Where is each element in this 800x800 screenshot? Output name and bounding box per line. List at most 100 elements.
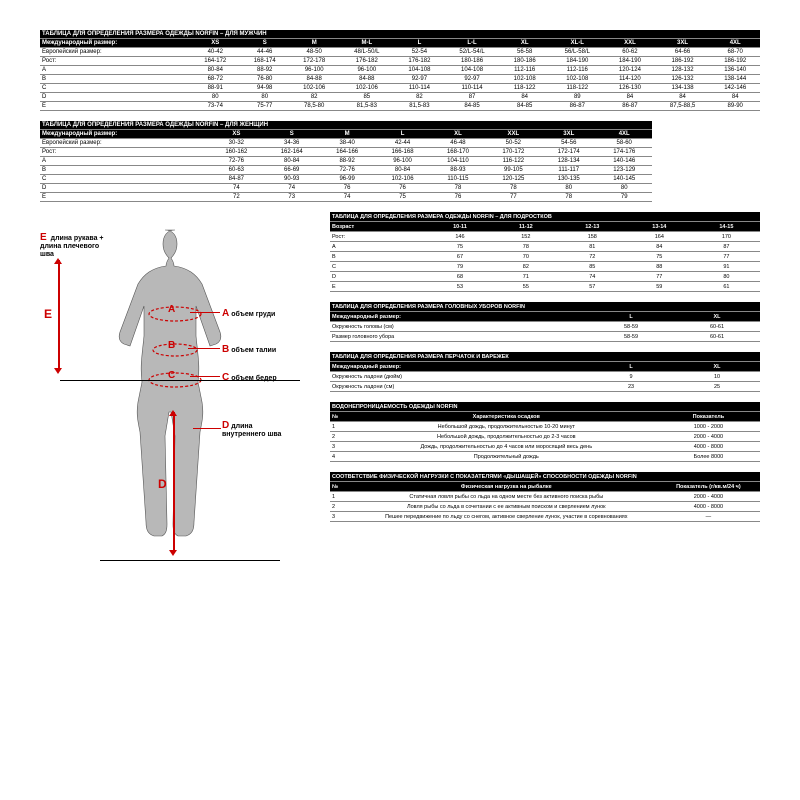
col-header: 3XL [541, 130, 596, 139]
table-row: D6871747780 [330, 272, 760, 282]
waterproof-headers: №Характеристика осадковПоказатель [330, 412, 760, 422]
col-header: № [330, 482, 356, 492]
col-header: M-L [339, 39, 395, 48]
col-header: Характеристика осадков [356, 412, 657, 422]
breath-headers: №Физическая нагрузка на рыбалкеПоказател… [330, 482, 760, 492]
arrow-e [58, 260, 60, 370]
col-header: Международный размер: [330, 362, 588, 372]
col-header: 12-13 [559, 222, 626, 232]
table-row: 4Продолжительный дождьБолее 8000 [330, 452, 760, 462]
label-e: длина рукава + длина плечевого шва [40, 235, 104, 258]
col-header: M [289, 39, 338, 48]
col-header: Показатель (г/кв.м/24 ч) [657, 482, 760, 492]
table-row: 3Пешее передвижение по льду со снегом, а… [330, 512, 760, 522]
men-headers: Международный размер:XSSMM-LLL-LXLXL-LXX… [40, 39, 760, 48]
col-header: XS [191, 39, 240, 48]
label-d: длина внутреннего шва [222, 423, 281, 438]
col-header: L [588, 312, 674, 322]
men-size-table: ТАБЛИЦА ДЛЯ ОПРЕДЕЛЕНИЯ РАЗМЕРА ОДЕЖДЫ N… [40, 30, 760, 111]
table-row: A80-8488-9296-10096-100104-108104-108112… [40, 66, 760, 75]
hats-headers: Международный размер:LXL [330, 312, 760, 322]
col-header: XL [674, 312, 760, 322]
waterproof-body: 1Небольшой дождь, продолжительностью 10-… [330, 422, 760, 462]
hats-title: ТАБЛИЦА ДЛЯ ОПРЕДЕЛЕНИЯ РАЗМЕРА ГОЛОВНЫХ… [330, 302, 760, 312]
table-row: Европейский размер:40-4244-4648-5048/L-5… [40, 48, 760, 57]
col-header: XL-L [549, 39, 605, 48]
gloves-headers: Международный размер:LXL [330, 362, 760, 372]
table-row: B6770727577 [330, 252, 760, 262]
table-row: C84-8790-9396-99102-106110-115120-125130… [40, 175, 652, 184]
body-silhouette [95, 222, 255, 562]
col-header: M [319, 130, 374, 139]
table-row: A7578818487 [330, 242, 760, 252]
women-size-table: ТАБЛИЦА ДЛЯ ОПРЕДЕЛЕНИЯ РАЗМЕРА ОДЕЖДЫ N… [40, 121, 652, 202]
col-header: Показатель [657, 412, 760, 422]
col-header: 14-15 [693, 222, 760, 232]
table-row: E7273747576777879 [40, 193, 652, 202]
table-row: B68-7276-8084-8884-8892-9792-97102-10810… [40, 75, 760, 84]
breath-table: СООТВЕТСТВИЕ ФИЗИЧЕСКОЙ НАГРУЗКИ С ПОКАЗ… [330, 472, 760, 522]
col-header: № [330, 412, 356, 422]
table-row: C88-9194-98102-106102-106110-114110-1141… [40, 84, 760, 93]
col-header: XL [430, 130, 485, 139]
gloves-title: ТАБЛИЦА ДЛЯ ОПРЕДЕЛЕНИЯ РАЗМЕРА ПЕРЧАТОК… [330, 352, 760, 362]
col-header: 13-14 [626, 222, 693, 232]
col-header: L-L [444, 39, 500, 48]
col-header: 3XL [655, 39, 711, 48]
women-headers: Международный размер:XSSMLXLXXL3XL4XL [40, 130, 652, 139]
breath-body: 1Статичная ловля рыбы со льда на одном м… [330, 492, 760, 522]
table-row: Окружность ладони (дюйм)910 [330, 372, 760, 382]
gloves-body: Окружность ладони (дюйм)910Окружность ла… [330, 372, 760, 392]
table-row: E73-7475-7778,5-8081,5-8381,5-8384-8584-… [40, 102, 760, 111]
table-row: Рост:164-172168-174172-178176-182176-182… [40, 57, 760, 66]
women-title: ТАБЛИЦА ДЛЯ ОПРЕДЕЛЕНИЯ РАЗМЕРА ОДЕЖДЫ N… [40, 121, 652, 130]
teens-table: ТАБЛИЦА ДЛЯ ОПРЕДЕЛЕНИЯ РАЗМЕРА ОДЕЖДЫ N… [330, 212, 760, 292]
table-row: 1Небольшой дождь, продолжительностью 10-… [330, 422, 760, 432]
col-header: XS [209, 130, 264, 139]
col-header: Международный размер: [40, 130, 209, 139]
table-row: Окружность головы (см)58-5960-61 [330, 322, 760, 332]
table-row: Европейский размер:30-3234-3638-4042-444… [40, 139, 652, 148]
teens-headers: Возраст10-1111-1212-1313-1414-15 [330, 222, 760, 232]
label-c: объем бедер [231, 375, 276, 382]
table-row: A72-7680-8488-9296-100104-110116-122128-… [40, 157, 652, 166]
hats-body: Окружность головы (см)58-5960-61Размер г… [330, 322, 760, 342]
hats-table: ТАБЛИЦА ДЛЯ ОПРЕДЕЛЕНИЯ РАЗМЕРА ГОЛОВНЫХ… [330, 302, 760, 342]
table-row: Рост:146152158164170 [330, 232, 760, 242]
teens-title: ТАБЛИЦА ДЛЯ ОПРЕДЕЛЕНИЯ РАЗМЕРА ОДЕЖДЫ N… [330, 212, 760, 222]
col-header: 4XL [596, 130, 652, 139]
gloves-table: ТАБЛИЦА ДЛЯ ОПРЕДЕЛЕНИЯ РАЗМЕРА ПЕРЧАТОК… [330, 352, 760, 392]
table-row: E5355575961 [330, 282, 760, 292]
table-row: Размер головного убора58-5960-61 [330, 332, 760, 342]
col-header: L [375, 130, 430, 139]
teens-body: Рост:146152158164170A7578818487B67707275… [330, 232, 760, 292]
col-header: L [395, 39, 444, 48]
table-row: Рост:160-162162-164164-166166-168168-170… [40, 148, 652, 157]
col-header: 4XL [710, 39, 760, 48]
table-row: 2Небольшой дождь, продолжительностью до … [330, 432, 760, 442]
men-title: ТАБЛИЦА ДЛЯ ОПРЕДЕЛЕНИЯ РАЗМЕРА ОДЕЖДЫ N… [40, 30, 760, 39]
col-header: Физическая нагрузка на рыбалке [356, 482, 657, 492]
table-row: B60-6366-6972-7680-8488-9399-105111-1171… [40, 166, 652, 175]
col-header: XL [500, 39, 549, 48]
waterproof-table: ВОДОНЕПРОНИЦАЕМОСТЬ ОДЕЖДЫ NORFIN №Харак… [330, 402, 760, 462]
table-row: 1Статичная ловля рыбы со льда на одном м… [330, 492, 760, 502]
col-header: S [240, 39, 289, 48]
col-header: Возраст [330, 222, 427, 232]
col-header: XL [674, 362, 760, 372]
col-header: S [264, 130, 319, 139]
letter-e: E [40, 232, 47, 243]
col-header: 11-12 [493, 222, 559, 232]
women-body: Европейский размер:30-3234-3638-4042-444… [40, 139, 652, 202]
table-row: 2Ловля рыбы со льда в сочетании с ее акт… [330, 502, 760, 512]
table-row: Окружность ладони (см)2325 [330, 382, 760, 392]
men-body: Европейский размер:40-4244-4648-5048/L-5… [40, 48, 760, 111]
col-header: XXL [486, 130, 541, 139]
label-b: объем талии [231, 347, 276, 354]
waterproof-title: ВОДОНЕПРОНИЦАЕМОСТЬ ОДЕЖДЫ NORFIN [330, 402, 760, 412]
table-row: D8080828582878489848484 [40, 93, 760, 102]
label-a: объем груди [231, 311, 275, 318]
col-header: XXL [605, 39, 654, 48]
table-row: C7982858891 [330, 262, 760, 272]
table-row: 3Дождь, продолжительностью до 4 часов ил… [330, 442, 760, 452]
